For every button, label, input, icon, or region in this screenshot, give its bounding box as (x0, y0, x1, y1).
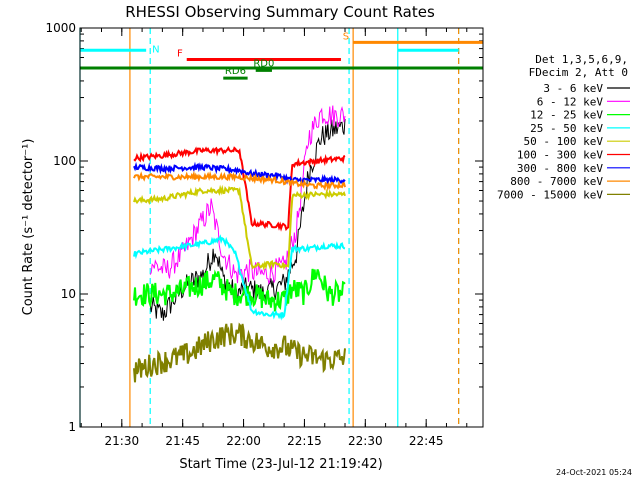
flag-label: F (177, 48, 183, 59)
plot-area: N F S RD0 RD6 (79, 27, 483, 428)
series-line (133, 322, 346, 383)
legend-entry-label: 7000 - 15000 keV (497, 188, 603, 201)
y-tick-label: 100 (53, 154, 76, 168)
legend-entry-label: 25 - 50 keV (530, 122, 603, 135)
legend-header-line-1: Det 1,3,5,6,9, (535, 53, 628, 66)
x-tick-label: 22:15 (287, 434, 322, 448)
series-line (133, 234, 346, 321)
flag-label: S (343, 31, 349, 42)
legend-entry-label: 800 - 7000 keV (510, 175, 603, 188)
plot-frame (79, 27, 484, 428)
legend-entry-label: 300 - 800 keV (517, 162, 603, 175)
series-line (133, 161, 346, 187)
legend-entry-label: 6 - 12 keV (537, 95, 604, 108)
legend-entry-label: 12 - 25 keV (530, 109, 603, 122)
x-tick-label: 22:45 (409, 434, 444, 448)
legend-entry-label: 50 - 100 keV (524, 135, 604, 148)
x-tick-label: 22:00 (226, 434, 261, 448)
x-tick-label: 22:30 (348, 434, 383, 448)
series-line (133, 184, 346, 271)
legend-entry-label: 100 - 300 keV (517, 149, 603, 162)
x-tick-label: 21:45 (165, 434, 200, 448)
y-tick-label: 1 (68, 420, 76, 434)
x-tick-label: 21:30 (105, 434, 140, 448)
series-line (133, 145, 346, 232)
series-line (149, 105, 346, 286)
y-axis-label: Count Rate (s⁻¹ detector⁻¹) (21, 139, 36, 316)
legend: Det 1,3,5,6,9, FDecim 2, Att 0 3 - 6 keV… (497, 53, 630, 201)
footer-timestamp: 24-Oct-2021 05:24 (556, 468, 632, 477)
x-axis-label: Start Time (23-Jul-12 21:19:42) (179, 457, 382, 472)
chart-title: RHESSI Observing Summary Count Rates (125, 3, 435, 21)
legend-header-line-2: FDecim 2, Att 0 (529, 66, 628, 79)
legend-entry-label: 3 - 6 keV (543, 82, 603, 95)
flag-label: RD0 (253, 58, 274, 69)
series-line (133, 268, 346, 312)
flag-label: RD6 (225, 66, 246, 77)
flag-label: N (152, 44, 159, 55)
y-tick-label: 1000 (45, 21, 76, 35)
y-tick-label: 10 (61, 287, 76, 301)
series-line (133, 170, 346, 192)
